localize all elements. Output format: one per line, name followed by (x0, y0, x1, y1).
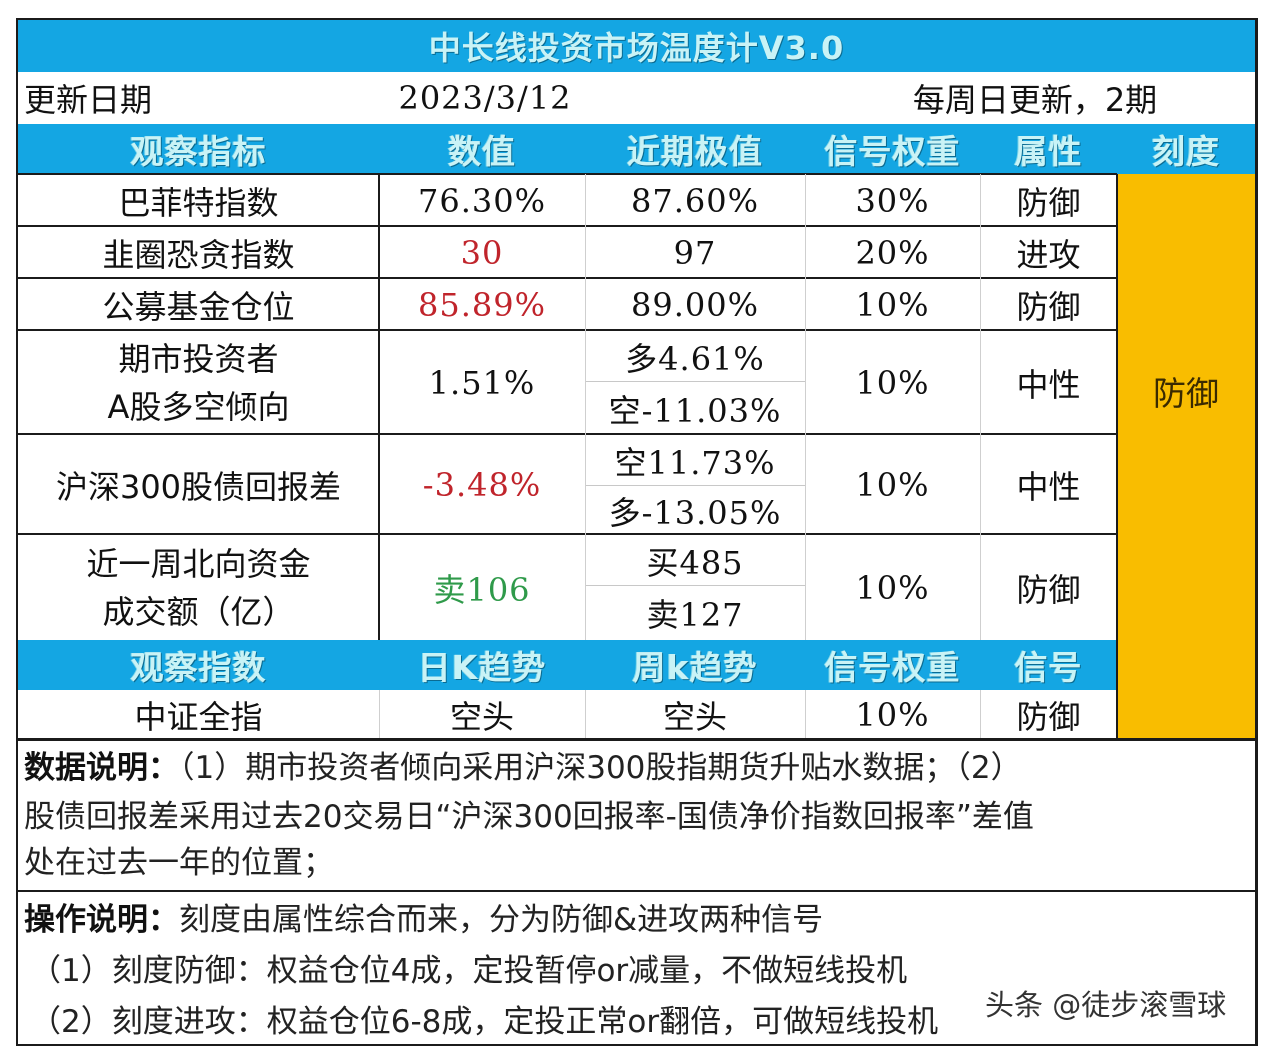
divider (805, 174, 806, 640)
divider (18, 329, 1117, 331)
indicator-fund-position: 公募基金仓位 (102, 288, 295, 326)
extreme-futures-high: 多4.61% (625, 340, 765, 378)
scale-signal-cell: 防御 (1117, 174, 1255, 738)
divider (585, 585, 805, 586)
data-notes-text: （1）期市投资者倾向采用沪深300股指期货升贴水数据；（2） (179, 750, 1022, 786)
data-notes-line-2: 股债回报差采用过去20交易日“沪深300回报率-国债净价指数回报率”差值 (24, 799, 1034, 835)
update-frequency: 每周日更新，2期 (912, 81, 1158, 119)
page-title: 中长线投资市场温度计V3.0 (18, 20, 1255, 72)
weight-northbound: 10% (855, 569, 930, 607)
col-header-weight: 信号权重 (824, 132, 961, 171)
value-buffett: 76.30% (417, 182, 546, 220)
divider (18, 277, 1117, 279)
divider (585, 485, 805, 486)
divider (980, 174, 981, 640)
weight-futures-sentiment: 10% (855, 364, 930, 402)
weight-stock-bond-spread: 10% (855, 466, 930, 504)
divider (379, 690, 380, 738)
attribute-buffett: 防御 (1016, 184, 1081, 222)
divider (585, 174, 586, 640)
attribute-northbound: 防御 (1016, 571, 1081, 609)
col-header-scale: 刻度 (1152, 132, 1220, 171)
attribute-fund-position: 防御 (1016, 288, 1081, 326)
extreme-northbound-buy: 买485 (646, 544, 744, 582)
attribute-stock-bond-spread: 中性 (1016, 468, 1081, 506)
value-fund-position: 85.89% (417, 286, 546, 324)
indicator-fear-greed: 韭圈恐贪指数 (102, 236, 295, 274)
operation-notes-line-1: 操作说明：刻度由属性综合而来，分为防御&进攻两种信号 (24, 897, 823, 944)
extreme-spread-high: 空11.73% (614, 444, 776, 482)
extreme-buffett: 87.60% (630, 182, 759, 220)
col-header-value: 数值 (448, 132, 516, 171)
attribute-fear-greed: 进攻 (1016, 236, 1081, 274)
indicator-line: A股多空倾向 (107, 388, 290, 426)
extreme-fund-position: 89.00% (630, 286, 759, 324)
col-header-indicator: 观察指标 (130, 132, 267, 171)
header-row-2 (18, 640, 1116, 690)
operation-notes-label: 操作说明： (24, 902, 179, 938)
weight-fear-greed: 20% (855, 234, 930, 272)
index-daily-k: 空头 (449, 698, 514, 736)
divider (585, 690, 586, 738)
divider (805, 690, 806, 738)
indicator-line: 期市投资者 (118, 340, 279, 378)
data-notes-line-3: 处在过去一年的位置； (24, 845, 334, 881)
divider (18, 533, 1117, 535)
operation-notes-line-3: （2）刻度进攻：权益仓位6-8成，定投正常or翻倍，可做短线投机 (30, 1004, 939, 1040)
index-name: 中证全指 (134, 698, 263, 736)
divider (980, 690, 981, 738)
divider (18, 738, 1255, 741)
weight-fund-position: 10% (855, 286, 930, 324)
indicator-northbound: 近一周北向资金 成交额（亿） (18, 536, 379, 640)
operation-notes-line-2: （1）刻度防御：权益仓位4成，定投暂停or减量，不做短线投机 (30, 953, 908, 989)
indicator-stock-bond-spread: 沪深300股债回报差 (55, 468, 342, 506)
col-header-attribute: 属性 (1014, 132, 1083, 171)
value-futures-sentiment: 1.51% (428, 364, 536, 402)
extreme-fear-greed: 97 (673, 234, 717, 272)
col-header-weekly-k: 周k趋势 (632, 648, 758, 687)
value-stock-bond-spread: -3.48% (422, 466, 542, 504)
header-row-1 (18, 124, 1255, 174)
col-header-daily-k: 日K趋势 (417, 648, 547, 687)
index-weight: 10% (855, 696, 930, 734)
divider (18, 890, 1255, 892)
col-header-recent-extreme: 近期极值 (627, 132, 763, 171)
divider (1116, 174, 1118, 738)
watermark: 头条 @徒步滚雪球 (985, 988, 1227, 1022)
indicator-line: 近一周北向资金 (86, 545, 311, 583)
value-northbound: 卖106 (433, 571, 531, 609)
update-date-value: 2023/3/12 (398, 79, 572, 117)
index-signal: 防御 (1016, 698, 1081, 736)
col-header-index: 观察指数 (130, 648, 267, 687)
index-weekly-k: 空头 (662, 698, 727, 736)
indicator-buffett: 巴菲特指数 (118, 184, 279, 222)
table-frame (16, 18, 1258, 1046)
extreme-futures-low: 空-11.03% (608, 392, 782, 430)
divider (585, 381, 805, 382)
update-date-label: 更新日期 (24, 81, 153, 119)
operation-notes-text: 刻度由属性综合而来，分为防御&进攻两种信号 (179, 902, 824, 938)
data-notes-label: 数据说明： (24, 750, 179, 786)
extreme-northbound-sell: 卖127 (646, 596, 744, 634)
indicator-line: 成交额（亿） (102, 593, 295, 631)
divider (18, 173, 1117, 175)
divider (378, 174, 380, 640)
extreme-spread-low: 多-13.05% (608, 494, 782, 532)
col-header-weight-2: 信号权重 (824, 648, 961, 687)
indicator-futures-sentiment: 期市投资者 A股多空倾向 (18, 332, 379, 434)
col-header-signal: 信号 (1014, 648, 1083, 687)
attribute-futures-sentiment: 中性 (1016, 366, 1081, 404)
data-notes-line-1: 数据说明：（1）期市投资者倾向采用沪深300股指期货升贴水数据；（2） (24, 745, 1022, 792)
divider (18, 225, 1117, 227)
value-fear-greed: 30 (460, 234, 504, 272)
divider (18, 433, 1117, 435)
weight-buffett: 30% (855, 182, 930, 220)
